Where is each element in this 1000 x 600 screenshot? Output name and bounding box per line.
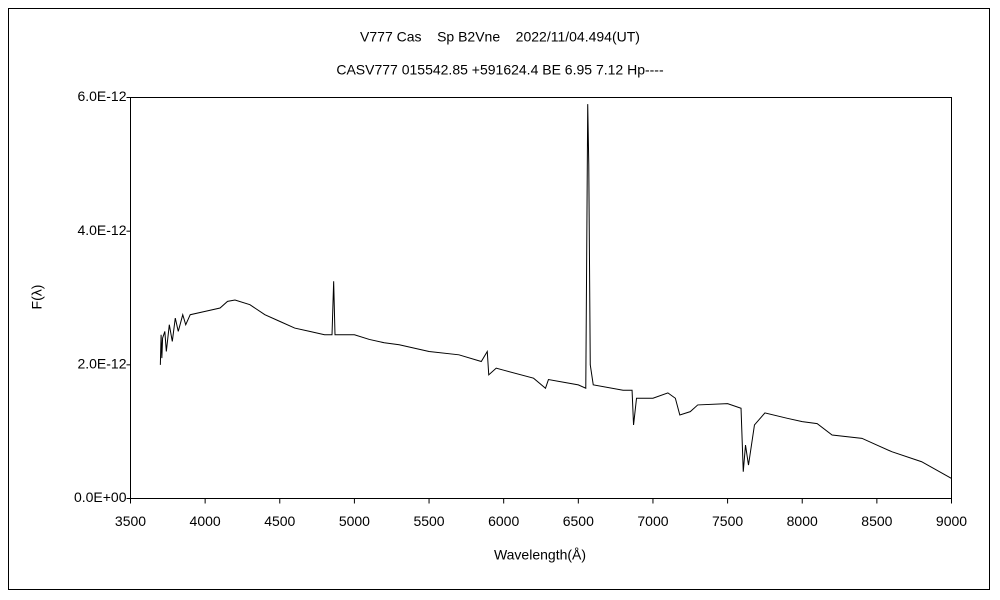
x-axis-label: Wavelength(Å) [494, 547, 586, 563]
x-tick-label: 7000 [637, 513, 668, 529]
x-tick-label: 5500 [413, 513, 444, 529]
x-tick-label: 8000 [787, 513, 818, 529]
x-tick-label: 8500 [861, 513, 892, 529]
spectrum-line [159, 104, 952, 479]
x-tick-label: 7500 [712, 513, 743, 529]
x-tick-label: 5000 [339, 513, 370, 529]
x-tick-label: 6000 [488, 513, 519, 529]
frame [8, 8, 990, 590]
chart-title: V777 Cas Sp B2Vne 2022/11/04.494(UT) [360, 29, 640, 45]
x-tick-label: 3500 [115, 513, 146, 529]
chart-subtitle: CASV777 015542.85 +591624.4 BE 6.95 7.12… [336, 62, 664, 78]
x-tick-label: 4000 [190, 513, 221, 529]
x-tick-label: 6500 [563, 513, 594, 529]
y-tick-label: 2.0E-12 [77, 356, 126, 372]
plot-area [130, 97, 952, 499]
y-tick-label: 4.0E-12 [77, 222, 126, 238]
x-tick-label: 9000 [936, 513, 967, 529]
y-tick-label: 0.0E+00 [74, 489, 127, 505]
x-tick-label: 4500 [264, 513, 295, 529]
y-tick-label: 6.0E-12 [77, 88, 126, 104]
y-axis-label: F(λ) [29, 285, 45, 310]
